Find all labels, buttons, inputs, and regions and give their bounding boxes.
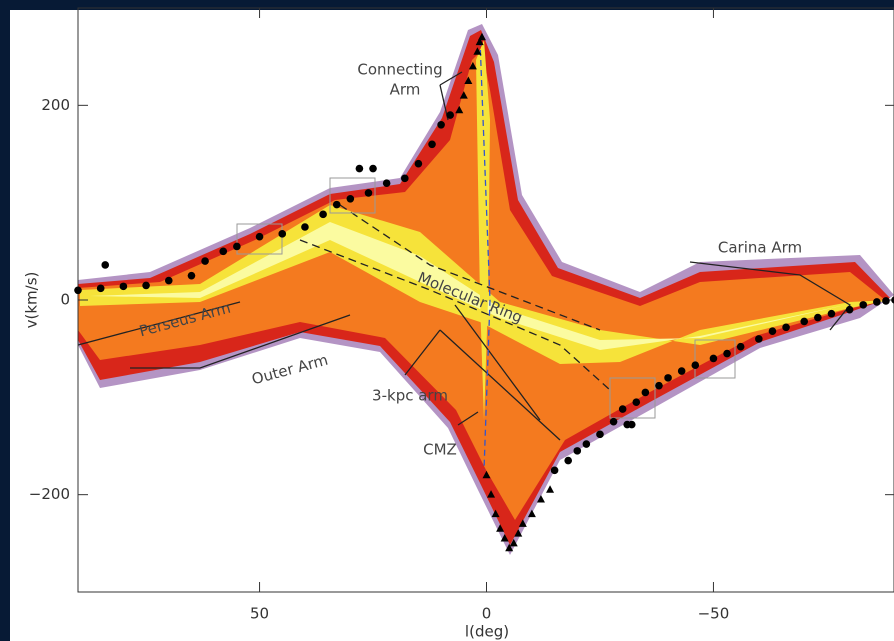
dot-point [642,389,650,397]
annotation: CMZ [423,441,457,459]
x-tick-label: −50 [698,605,730,623]
dot-point [655,382,663,390]
dot-point [219,248,227,256]
dot-point [737,343,745,351]
dot-point [610,418,618,426]
dot-point [256,233,264,241]
dot-point [755,335,763,343]
dot-point [369,165,377,173]
dot-point [165,277,173,285]
dot-point [564,457,572,465]
dot-point [188,272,196,280]
y-tick-label: −200 [29,485,70,503]
dot-point [319,211,327,219]
dot-point [142,282,150,290]
dot-point [814,314,822,322]
dot-point [74,286,82,294]
x-tick-label: 0 [482,605,492,623]
dot-point [846,306,854,314]
dot-point [120,283,128,291]
x-axis-label: l(deg) [465,623,509,641]
annotation: Carina Arm [718,239,802,257]
y-tick-label: 200 [41,96,70,114]
dot-point [101,261,109,269]
dot-point [664,374,672,382]
dot-point [619,405,627,413]
dot-point [710,355,718,363]
dot-point [678,367,686,375]
y-axis-label: v(km/s) [23,272,41,329]
dot-point [201,257,209,265]
dot-point [278,230,286,238]
dot-point [859,301,867,309]
dot-point [873,298,881,306]
annotation: 3-kpc arm [372,387,448,405]
dot-point [437,121,445,129]
dot-point [446,111,454,119]
chart: v(km/s) l(deg) 50 0 −50 −200 0 200 Connecting A… [0,0,894,641]
dot-point [782,323,790,331]
dot-point [596,431,604,439]
dot-point [583,440,591,448]
dot-point [401,175,409,183]
dot-point [828,310,836,318]
dot-point [573,447,581,455]
dot-point [769,327,777,335]
x-tick-label: 50 [250,605,269,623]
dot-point [383,179,391,187]
dot-point [428,140,436,148]
dot-point [632,398,640,406]
dot-point [97,285,105,293]
dot-point [691,361,699,369]
dot-point [882,297,890,305]
annotation: Connecting [357,61,442,79]
dot-point [800,318,808,326]
dot-point [415,160,423,168]
dot-point [365,189,373,197]
y-tick-label: 0 [60,291,70,309]
dot-point [628,421,636,429]
dot-point [301,223,309,231]
page: {"chart_data": {"type": "scatter", "xlab… [0,0,894,641]
dot-point [347,195,355,203]
dot-point [233,243,241,251]
dot-point [551,467,559,475]
dot-point [723,350,731,358]
dot-point [333,201,341,209]
dot-point [356,165,364,173]
annotation: Arm [390,81,421,99]
